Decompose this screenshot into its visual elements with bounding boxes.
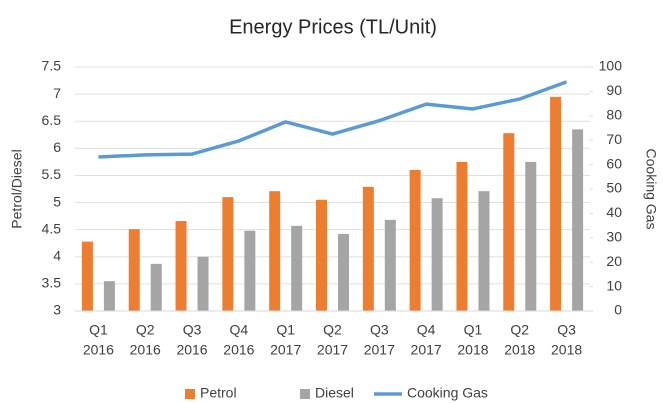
- y2-tick-label: 40: [606, 204, 622, 220]
- x-tick-label: Q2: [136, 322, 155, 338]
- x-tick-label: 2016: [130, 342, 161, 358]
- bar: [384, 219, 396, 311]
- line: [98, 80, 568, 159]
- x-tick-label: 2018: [457, 342, 488, 358]
- x-tick-label: Q1: [464, 322, 483, 338]
- y2-tick-label: 0: [614, 302, 622, 318]
- x-tick-label: Q2: [323, 322, 342, 338]
- bar: [81, 241, 93, 311]
- x-tick-label: 2017: [317, 342, 348, 358]
- x-tick-label: 2018: [504, 342, 535, 358]
- legend-label: Cooking Gas: [407, 385, 488, 401]
- bar: [269, 191, 281, 311]
- x-tick-label: 2016: [83, 342, 114, 358]
- y-tick-label: 6: [53, 139, 61, 155]
- x-tick-label: 2016: [223, 342, 254, 358]
- legend-label: Petrol: [200, 385, 237, 401]
- legend-swatch: [185, 389, 195, 399]
- y-tick-label: 7: [53, 85, 61, 101]
- y-tick-label: 3: [53, 302, 61, 318]
- y2-axis-label: Cooking Gas: [643, 149, 659, 230]
- bar: [525, 161, 537, 311]
- y2-tick-label: 90: [606, 82, 622, 98]
- y-tick-label: 6.5: [42, 112, 62, 128]
- y-tick-label: 3.5: [42, 275, 62, 291]
- x-tick-label: Q2: [510, 322, 529, 338]
- x-tick-label: Q4: [230, 322, 249, 338]
- y2-tick-label: 50: [606, 180, 622, 196]
- bar: [503, 133, 515, 311]
- bar: [128, 229, 140, 311]
- x-tick-label: 2017: [411, 342, 442, 358]
- x-tick-label: Q3: [370, 322, 389, 338]
- bar: [456, 161, 468, 311]
- bar: [175, 220, 187, 311]
- chart-title: Energy Prices (TL/Unit): [229, 16, 437, 38]
- y2-tick-label: 60: [606, 155, 622, 171]
- bar: [291, 225, 303, 311]
- bar: [244, 230, 256, 311]
- y-tick-label: 4: [53, 247, 61, 263]
- y-axis-label: Petrol/Diesel: [9, 149, 25, 228]
- bar: [431, 198, 443, 311]
- bar: [316, 199, 327, 311]
- y2-tick-label: 10: [606, 277, 622, 293]
- bar: [478, 191, 490, 311]
- legend-label: Diesel: [315, 385, 354, 401]
- x-tick-label: 2017: [270, 342, 301, 358]
- y2-tick-label: 30: [606, 229, 622, 245]
- y-tick-label: 4.5: [42, 220, 62, 236]
- bar: [222, 197, 234, 311]
- x-tick-label: 2016: [176, 342, 207, 358]
- bar: [409, 170, 421, 311]
- x-tick-label: Q1: [276, 322, 295, 338]
- x-tick-label: Q4: [417, 322, 436, 338]
- bar: [338, 234, 349, 311]
- x-tick-label: Q1: [89, 322, 108, 338]
- x-tick-label: Q3: [557, 322, 576, 338]
- y2-tick-label: 20: [606, 253, 622, 269]
- bar: [103, 281, 115, 311]
- bar: [197, 256, 209, 311]
- y2-tick-label: 70: [606, 131, 622, 147]
- y2-tick-label: 80: [606, 107, 622, 123]
- y-tick-label: 5: [53, 193, 61, 209]
- x-tick-label: 2018: [551, 342, 582, 358]
- legend-swatch: [300, 389, 310, 399]
- y-tick-label: 7.5: [42, 58, 62, 74]
- y2-tick-label: 100: [599, 58, 623, 74]
- x-tick-label: 2017: [364, 342, 395, 358]
- bar: [362, 186, 374, 311]
- bar: [150, 263, 162, 311]
- x-tick-label: Q3: [183, 322, 202, 338]
- bar: [550, 96, 562, 311]
- y-tick-label: 5.5: [42, 166, 62, 182]
- bar: [572, 129, 584, 311]
